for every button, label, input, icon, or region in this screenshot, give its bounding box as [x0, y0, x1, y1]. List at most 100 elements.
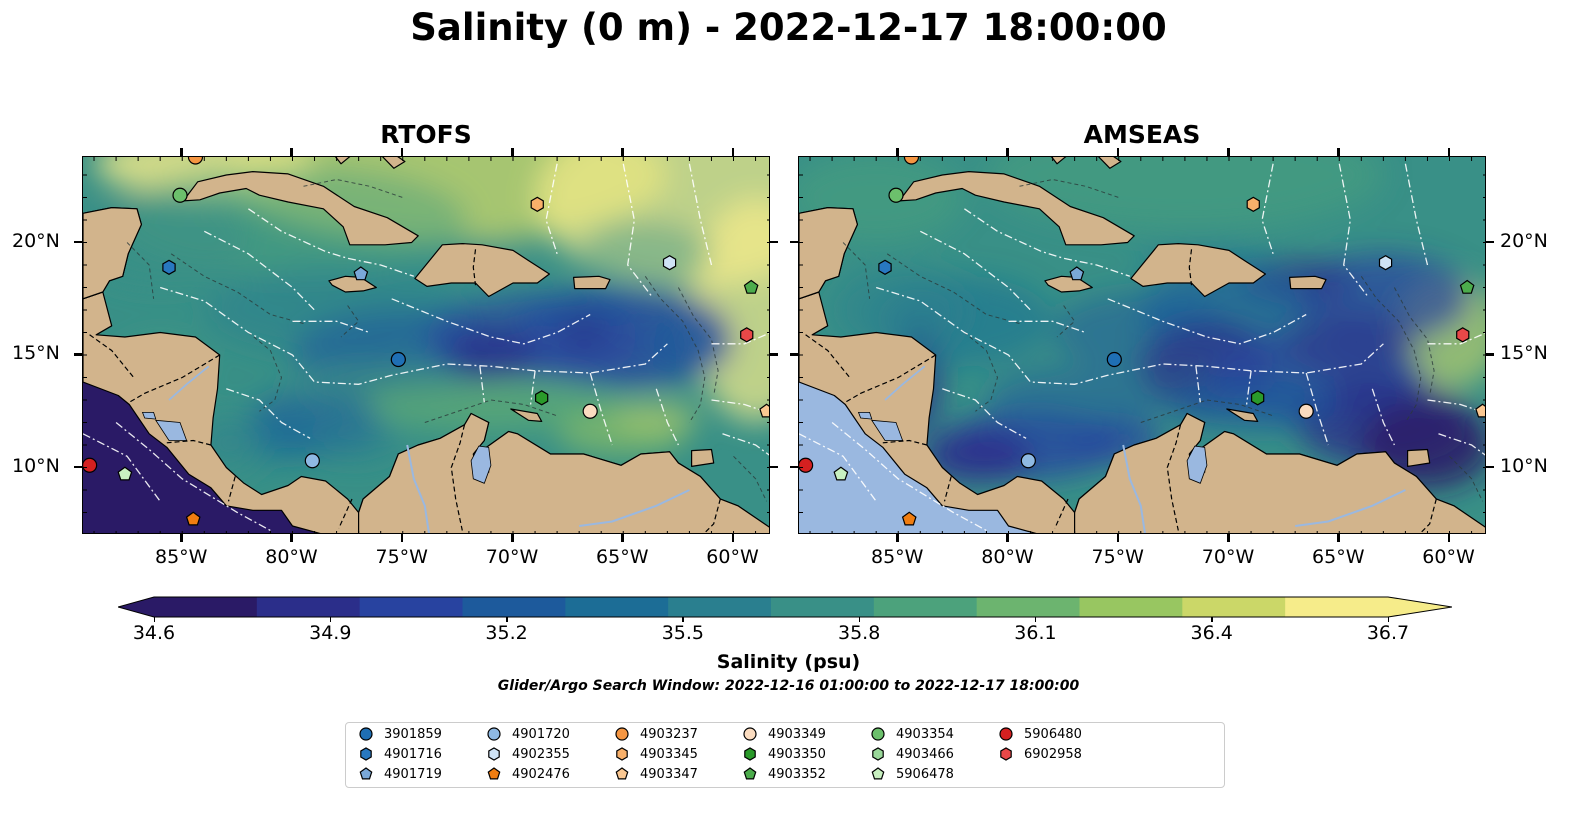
x-tick-mark: [180, 534, 183, 542]
legend-marker-circle-icon: [359, 727, 373, 741]
colorbar-tick-label: 35.2: [485, 622, 528, 644]
x-tick-mark: [896, 534, 899, 542]
legend-label: 4903350: [768, 746, 826, 762]
x-tick-label: 60°W: [1422, 546, 1475, 568]
float-marker-6902958: [1456, 327, 1470, 343]
x-tick-mark: [1227, 148, 1230, 156]
legend-label: 6902958: [1024, 746, 1082, 762]
y-tick-mark: [790, 465, 798, 468]
x-tick-mark: [1116, 148, 1120, 156]
land-hispaniola: [414, 242, 550, 298]
legend-item-4903350: 4903350: [742, 746, 826, 762]
legend-marker-pentagon-icon: [487, 767, 501, 780]
y-tick-mark: [770, 465, 778, 468]
y-tick-mark: [74, 465, 82, 468]
legend-item-4902476: 4902476: [486, 766, 570, 782]
x-tick-mark: [400, 148, 404, 156]
legend-label: 4903237: [640, 726, 698, 742]
x-tick-mark: [511, 148, 514, 156]
colorbar-tick-mark: [329, 617, 332, 622]
colorbar-tick-mark: [1387, 617, 1389, 622]
x-tick-label: 70°W: [485, 546, 539, 568]
legend-item-5906478: 5906478: [870, 766, 954, 782]
float-marker-4902355: [662, 255, 677, 271]
y-tick-mark: [770, 353, 778, 356]
legend-label: 4903347: [640, 766, 698, 782]
land-curacao: [1226, 408, 1259, 422]
float-marker-4903352: [1459, 279, 1475, 294]
legend-marker-pentagon-icon: [871, 767, 885, 780]
float-marker-4903350: [535, 390, 549, 406]
float-marker-3901859: [390, 351, 406, 368]
x-tick-mark: [731, 148, 734, 156]
legend-marker-pentagon-icon: [743, 767, 757, 780]
legend-label: 3901859: [384, 726, 442, 742]
map-canvas: [799, 157, 1485, 533]
float-marker-4902355: [1378, 255, 1393, 271]
x-tick-label: 60°W: [706, 546, 759, 568]
y-tick-label-left: 15°N: [12, 342, 60, 364]
x-tick-mark: [290, 148, 293, 156]
y-tick-label-right: 15°N: [1500, 342, 1548, 364]
colorbar-title: Salinity (psu): [716, 651, 861, 673]
legend-item-6902958: 6902958: [998, 746, 1082, 762]
float-marker-4902476: [901, 511, 917, 526]
legend-item-4903349: 4903349: [742, 726, 826, 742]
map-panel-rtofs: [82, 156, 770, 534]
float-marker-5906478: [117, 466, 133, 481]
x-tick-mark: [1227, 534, 1230, 542]
land-central-america: [83, 291, 360, 533]
land-cuba: [182, 171, 419, 246]
x-tick-mark: [1337, 534, 1340, 542]
x-tick-mark: [1006, 534, 1009, 542]
panel-title-rtofs: RTOFS: [380, 120, 472, 149]
legend-item-3901859: 3901859: [358, 726, 442, 742]
float-marker-5906478: [833, 466, 849, 481]
colorbar-tick-mark: [1034, 617, 1037, 622]
colorbar-tick-label: 36.7: [1366, 622, 1410, 644]
panel-title-amseas: AMSEAS: [1083, 120, 1201, 149]
float-marker-4903345: [530, 196, 544, 212]
float-marker-4903347: [1475, 403, 1485, 418]
float-marker-4901720: [1020, 453, 1036, 469]
y-tick-mark: [74, 353, 82, 356]
colorbar-extend-high: [1388, 597, 1452, 617]
float-marker-4902476: [185, 511, 201, 526]
x-tick-mark: [180, 148, 183, 156]
float-marker-5906480: [83, 457, 98, 473]
colorbar-tick-mark: [858, 617, 861, 622]
colorbar-extend-low: [118, 597, 154, 617]
float-marker-4901716: [162, 259, 176, 275]
land-puerto-rico: [573, 275, 611, 290]
legend-marker-hexagon-icon: [1000, 747, 1012, 761]
float-marker-4903347: [759, 403, 769, 418]
x-tick-label: 75°W: [1091, 546, 1144, 568]
float-marker-5906480: [799, 457, 814, 473]
legend-marker-hexagon-icon: [616, 747, 628, 761]
legend-marker-pentagon-icon: [359, 767, 373, 780]
float-marker-4903349: [582, 403, 598, 419]
x-tick-label: 65°W: [596, 546, 649, 568]
y-tick-mark: [1486, 465, 1494, 468]
x-tick-mark: [1447, 534, 1450, 542]
y-tick-label-right: 10°N: [1500, 454, 1548, 477]
y-tick-label-left: 10°N: [12, 454, 60, 477]
legend-marker-pentagon-icon: [615, 767, 629, 780]
float-marker-4903345: [1246, 196, 1260, 212]
map-canvas: [83, 157, 769, 533]
land-bahamas2: [382, 157, 406, 169]
legend-label: 4903345: [640, 746, 698, 762]
y-tick-mark: [770, 240, 778, 243]
colorbar-tick-mark: [153, 617, 155, 622]
x-tick-label: 85°W: [154, 546, 208, 568]
legend-item-4903466: 4903466: [870, 746, 954, 762]
legend-marker-hexagon-icon: [872, 747, 884, 761]
legend-item-5906480: 5906480: [998, 726, 1082, 742]
colorbar: [118, 596, 1452, 618]
legend-label: 5906478: [896, 766, 954, 782]
colorbar-tick-label: 35.8: [837, 622, 881, 644]
legend-label: 4901720: [512, 726, 570, 742]
y-tick-mark: [790, 353, 798, 356]
x-tick-label: 70°W: [1201, 546, 1255, 568]
float-marker-4903237: [187, 157, 204, 165]
